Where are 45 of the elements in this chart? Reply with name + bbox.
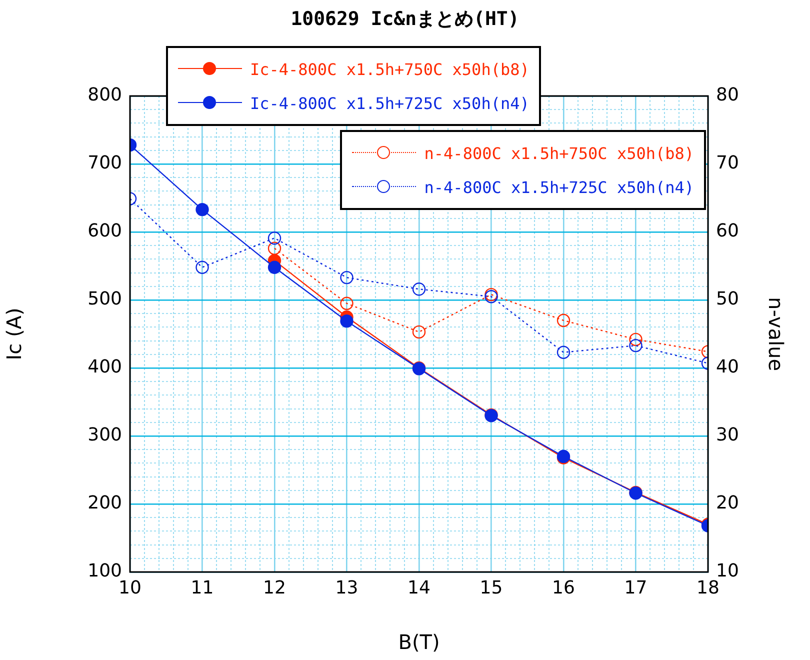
y2-tick-label: 30 xyxy=(716,424,739,446)
legend-label: Ic-4-800C x1.5h+725C x50h(n4) xyxy=(250,94,530,112)
y-tick-label: 600 xyxy=(88,220,122,242)
y2-tick-label: 70 xyxy=(716,152,739,174)
point xyxy=(268,232,282,245)
point xyxy=(484,290,498,304)
point xyxy=(412,282,426,296)
legend-label: n-4-800C x1.5h+750C x50h(b8) xyxy=(424,144,694,162)
legend-label: n-4-800C x1.5h+725C x50h(n4) xyxy=(424,178,694,196)
y-tick-label: 300 xyxy=(88,424,122,446)
y2-tick-label: 20 xyxy=(716,492,739,514)
point xyxy=(556,314,570,327)
x-tick-label: 15 xyxy=(480,577,503,598)
y2-axis-title: n-value xyxy=(764,297,788,371)
point xyxy=(196,202,209,216)
point xyxy=(268,260,282,274)
x-tick-label: 12 xyxy=(263,577,286,598)
point xyxy=(196,260,209,274)
y-axis-title: Ic (A) xyxy=(2,308,26,360)
y2-tick-label: 80 xyxy=(716,84,739,106)
legend-label: Ic-4-800C x1.5h+750C x50h(b8) xyxy=(250,60,530,78)
y-tick-label: 200 xyxy=(88,492,122,514)
point xyxy=(268,242,282,255)
y2-tick-label: 40 xyxy=(716,356,739,378)
x-tick-label: 17 xyxy=(624,577,648,598)
point xyxy=(484,288,498,302)
x-tick-label: 13 xyxy=(335,577,358,598)
point xyxy=(629,332,642,346)
point xyxy=(412,325,426,339)
point xyxy=(340,314,354,328)
y-tick-label: 500 xyxy=(88,288,122,310)
y2-tick-label: 50 xyxy=(716,288,739,310)
x-tick-label: 16 xyxy=(552,577,575,598)
y2-tick-label: 60 xyxy=(716,220,739,242)
x-axis-title: B(T) xyxy=(398,630,440,654)
x-tick-label: 14 xyxy=(408,577,430,598)
point xyxy=(340,296,354,310)
y-tick-label: 700 xyxy=(88,152,122,174)
x-tick-label: 11 xyxy=(190,577,214,598)
point xyxy=(340,270,354,284)
y-tick-label: 800 xyxy=(88,84,122,106)
chart-title: 100629 Ic&nまとめ(HT) xyxy=(290,7,520,32)
y-tick-label: 400 xyxy=(88,356,122,378)
point xyxy=(629,338,642,352)
point xyxy=(556,346,570,359)
